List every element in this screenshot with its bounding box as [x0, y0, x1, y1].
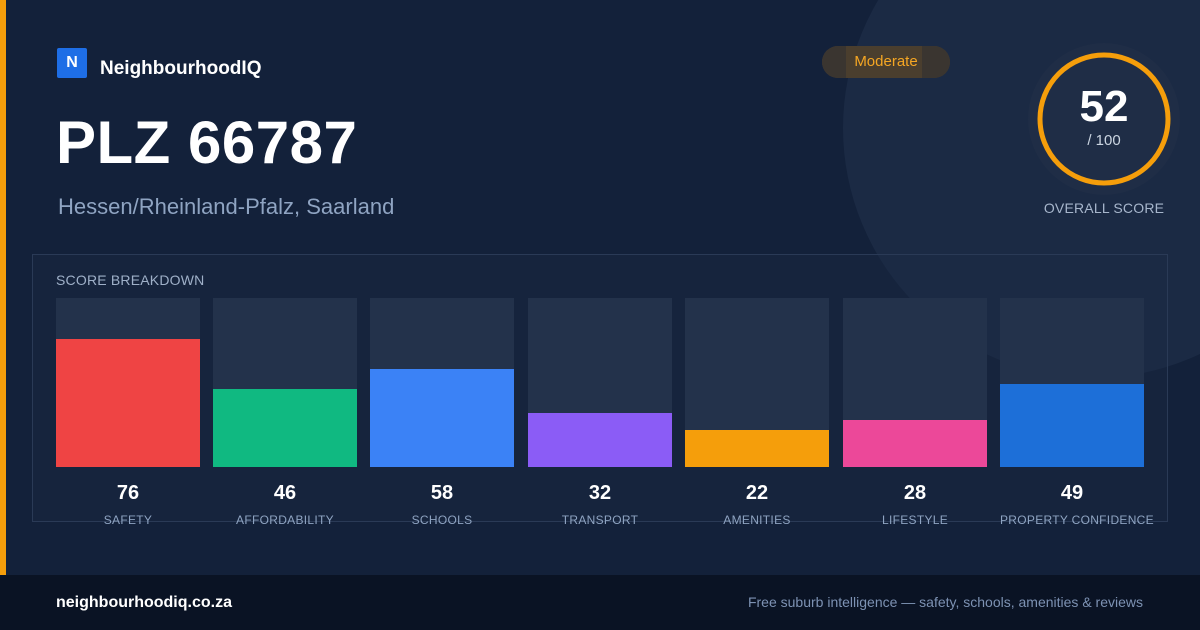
bar-fill-transport [528, 413, 672, 467]
bar-value: 22 [745, 482, 769, 504]
overall-score-max: / 100 [1087, 132, 1121, 149]
bar-fill-property-confidence [1000, 384, 1144, 467]
bar-fill-safety [56, 339, 200, 467]
footer-tagline: Free suburb intelligence — safety, schoo… [747, 594, 1143, 610]
score-breakdown-title: SCORE BREAKDOWN [56, 272, 205, 288]
bar-track [213, 298, 357, 467]
bar-value: 28 [903, 482, 927, 504]
bar-value: 46 [273, 482, 297, 504]
rating-badge: Moderate [822, 46, 950, 78]
footer-domain-link[interactable]: neighbourhoodiq.co.za [56, 594, 232, 611]
page-title: PLZ 66787 [56, 109, 358, 176]
accent-strip [0, 0, 6, 575]
brand: N NeighbourhoodIQ [57, 46, 261, 80]
breakdown-item-transport: 32 TRANSPORT [528, 298, 672, 527]
bar-label: PROPERTY CONFIDENCE [1000, 513, 1154, 527]
bar-label: TRANSPORT [561, 513, 639, 527]
breakdown-item-lifestyle: 28 LIFESTYLE [843, 298, 987, 527]
region-subtitle: Hessen/Rheinland-Pfalz, Saarland [58, 194, 395, 219]
brand-name: NeighbourhoodIQ [100, 58, 262, 79]
bar-label: AMENITIES [723, 513, 791, 527]
score-ring-backdrop [1028, 43, 1180, 195]
breakdown-item-property-confidence: 49 PROPERTY CONFIDENCE [1000, 298, 1154, 527]
bar-value: 76 [116, 482, 140, 504]
bar-track [1000, 298, 1144, 467]
overall-score-ring [1028, 43, 1180, 195]
bar-fill-amenities [685, 430, 829, 467]
bar-track [843, 298, 987, 467]
overall-score-label: OVERALL SCORE [1043, 200, 1165, 216]
bar-track [370, 298, 514, 467]
breakdown-item-safety: 76 SAFETY [56, 298, 200, 527]
bar-label: LIFESTYLE [881, 513, 949, 527]
bar-fill-affordability [213, 389, 357, 467]
bar-fill-lifestyle [843, 420, 987, 467]
overall-score-value: 52 [1079, 82, 1129, 131]
score-breakdown-panel: SCORE BREAKDOWN 76 SAFETY 46 AFFORDABILI… [32, 254, 1168, 527]
footer: neighbourhoodiq.co.za Free suburb intell… [0, 575, 1200, 630]
score-ring-progress [1037, 52, 1171, 186]
bar-value: 49 [1060, 482, 1084, 504]
breakdown-item-affordability: 46 AFFORDABILITY [213, 298, 357, 527]
bar-fill-schools [370, 369, 514, 467]
bar-label: SCHOOLS [411, 513, 473, 527]
bar-track [685, 298, 829, 467]
bar-track [56, 298, 200, 467]
bar-label: SAFETY [103, 513, 153, 527]
breakdown-item-schools: 58 SCHOOLS [370, 298, 514, 527]
brand-logo-icon: N [57, 48, 87, 78]
bar-value: 58 [430, 482, 454, 504]
rating-badge-label: Moderate [854, 53, 918, 70]
bar-label: AFFORDABILITY [236, 513, 334, 527]
bar-value: 32 [588, 482, 612, 504]
breakdown-item-amenities: 22 AMENITIES [685, 298, 829, 527]
bar-track [528, 298, 672, 467]
